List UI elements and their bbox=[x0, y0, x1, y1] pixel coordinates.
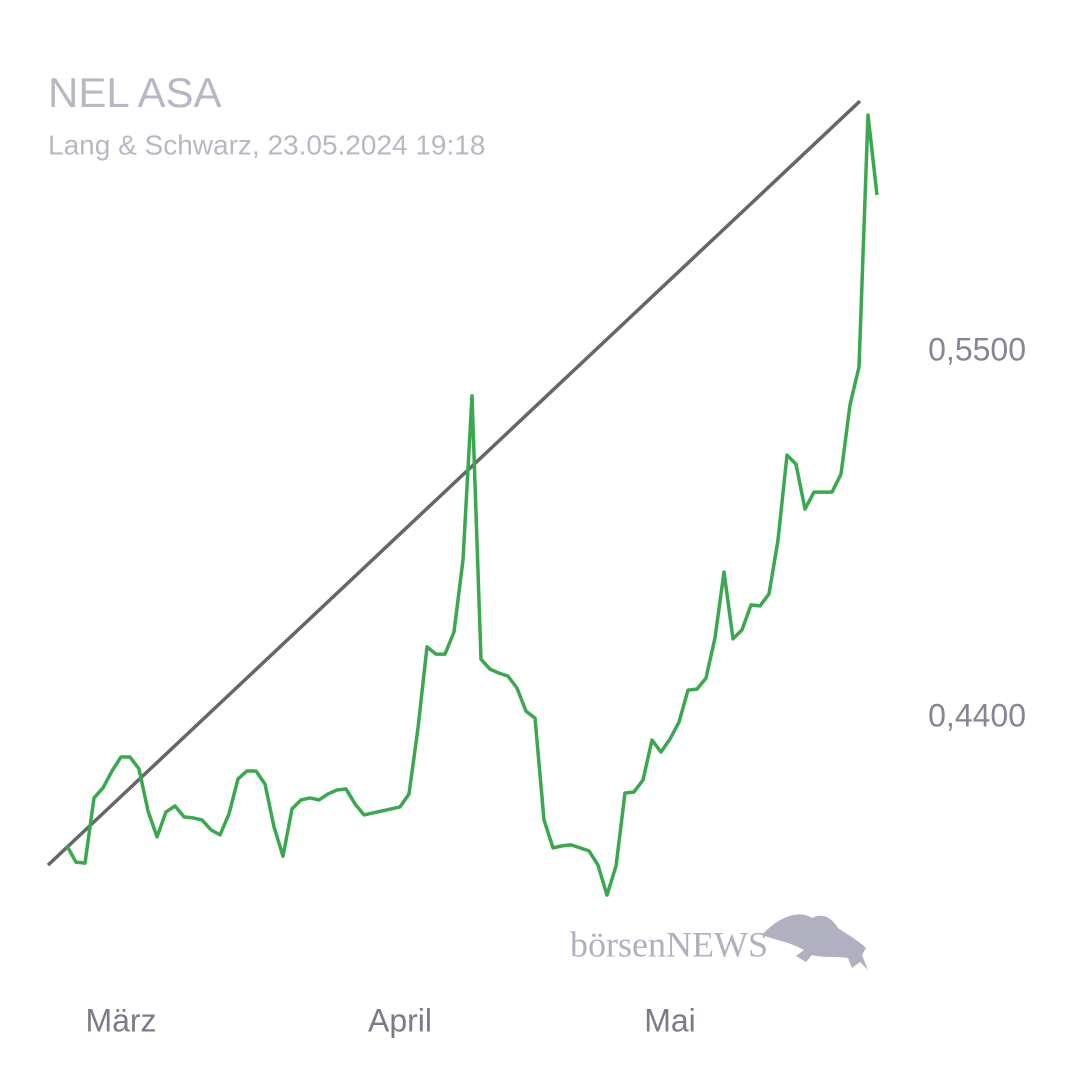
x-tick-label: März bbox=[85, 1002, 156, 1038]
y-tick-label: 0,4400 bbox=[928, 698, 1026, 734]
chart-title: NEL ASA bbox=[48, 69, 222, 116]
price-line bbox=[65, 113, 879, 897]
x-tick-label: April bbox=[368, 1002, 432, 1038]
chart-subtitle: Lang & Schwarz, 23.05.2024 19:18 bbox=[48, 129, 485, 160]
trend-line bbox=[46, 99, 862, 867]
x-tick-label: Mai bbox=[644, 1002, 696, 1038]
watermark-bull bbox=[762, 914, 868, 970]
watermark: börsenNEWS bbox=[570, 924, 768, 964]
y-tick-label: 0,5500 bbox=[928, 331, 1026, 367]
